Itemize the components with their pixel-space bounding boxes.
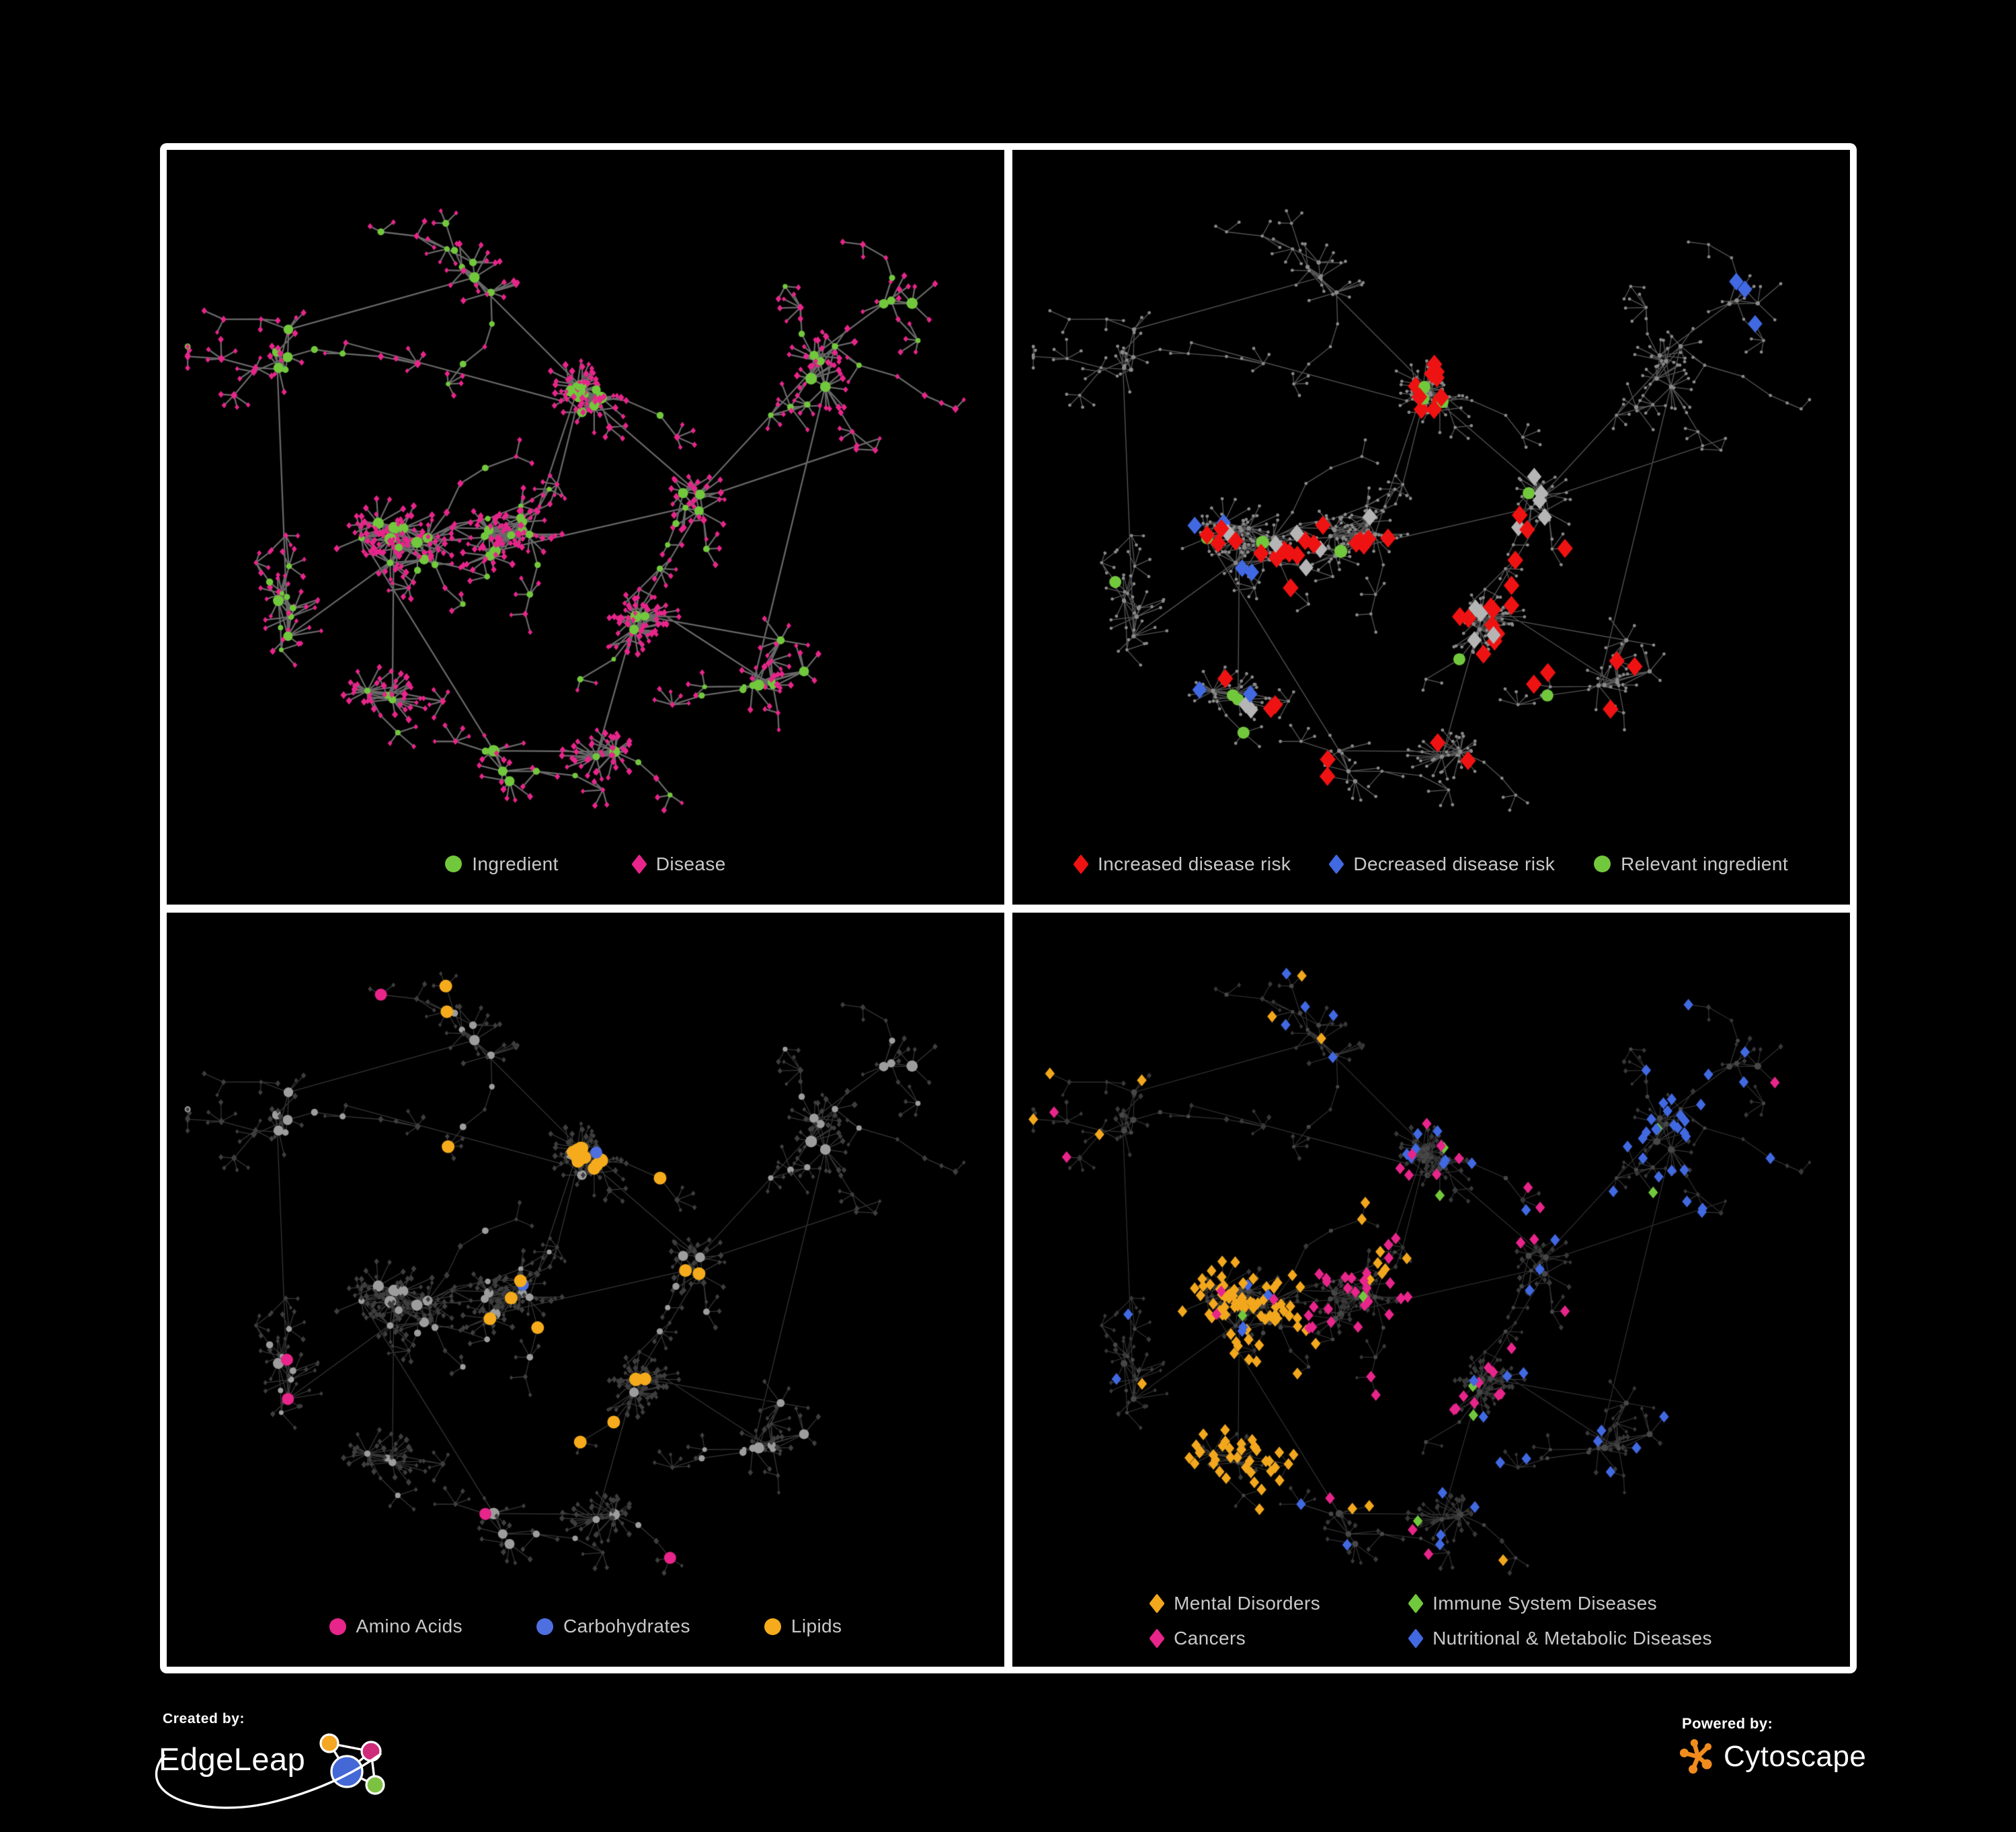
amino-acids-marker-icon (329, 1618, 346, 1635)
edgeleap-logo: Created by: EdgeLeap (155, 1711, 414, 1819)
cytoscape-wordmark: Cytoscape (1724, 1740, 1867, 1773)
legend-label: Cancers (1174, 1628, 1246, 1649)
cytoscape-logo: Powered by: Cytoscape (1679, 1715, 1881, 1796)
legend-item: Lipids (764, 1616, 842, 1637)
legend-label: Lipids (791, 1616, 842, 1636)
nutritional-metabolic-marker-icon (1408, 1628, 1424, 1649)
legend-item: Decreased disease risk (1328, 853, 1556, 875)
figure-frame: Ingredient Disease Increased disease ris… (160, 143, 1857, 1673)
legend-item: Increased disease risk (1073, 853, 1291, 875)
legend-nutrient-classes: Amino Acids Carbohydrates Lipids (167, 1616, 1004, 1637)
legend-label: Mental Disorders (1174, 1593, 1321, 1614)
lipids-marker-icon (764, 1618, 781, 1635)
network-canvas-nutrient-classes (167, 912, 1004, 1667)
legend-disease-classes: Mental Disorders Immune System Diseases … (1149, 1593, 1712, 1649)
legend-label: Immune System Diseases (1433, 1593, 1658, 1614)
edgeleap-network-icon (319, 1733, 385, 1795)
edgeleap-wordmark: EdgeLeap (159, 1741, 306, 1777)
legend-item: Relevant ingredient (1594, 853, 1788, 875)
network-canvas-disease-risk (1012, 150, 1850, 905)
legend-label: Relevant ingredient (1621, 853, 1789, 874)
ingredient-marker-icon (445, 856, 462, 872)
legend-label: Nutritional & Metabolic Diseases (1433, 1628, 1712, 1649)
cytoscape-network-icon (1679, 1739, 1712, 1774)
legend-label: Increased disease risk (1097, 853, 1291, 874)
legend-item: Amino Acids (329, 1616, 462, 1637)
legend-item: Ingredient (445, 853, 559, 875)
carbohydrates-marker-icon (536, 1618, 554, 1635)
created-by-label: Created by: (163, 1711, 245, 1726)
decreased-risk-marker-icon (1328, 853, 1344, 874)
panel-nutrient-classes: Amino Acids Carbohydrates Lipids (167, 912, 1004, 1667)
legend-item: Cancers (1149, 1628, 1409, 1649)
network-canvas-disease-classes (1012, 912, 1850, 1667)
panel-disease-risk: Increased disease risk Decreased disease… (1012, 150, 1850, 905)
legend-label: Disease (655, 853, 726, 874)
legend-item: Carbohydrates (536, 1616, 690, 1637)
cancers-marker-icon (1149, 1628, 1165, 1649)
mental-disorders-marker-icon (1149, 1593, 1165, 1614)
legend-disease-risk: Increased disease risk Decreased disease… (1012, 853, 1850, 875)
panel-disease-classes: Mental Disorders Immune System Diseases … (1012, 912, 1850, 1667)
legend-label: Carbohydrates (563, 1616, 690, 1636)
relevant-ingredient-marker-icon (1594, 856, 1611, 872)
powered-by-label: Powered by: (1682, 1715, 1773, 1732)
network-canvas-ingredients-diseases (167, 150, 1004, 905)
increased-risk-marker-icon (1073, 853, 1089, 874)
legend-label: Amino Acids (356, 1616, 463, 1636)
legend-label: Ingredient (472, 853, 559, 874)
legend-item: Immune System Diseases (1408, 1593, 1712, 1614)
legend-item: Nutritional & Metabolic Diseases (1408, 1628, 1712, 1649)
legend-label: Decreased disease risk (1353, 853, 1556, 874)
panel-ingredients-diseases: Ingredient Disease (167, 150, 1004, 905)
disease-marker-icon (631, 853, 647, 874)
legend-item: Mental Disorders (1149, 1593, 1409, 1614)
legend-ingredients-diseases: Ingredient Disease (167, 853, 1004, 875)
legend-item: Disease (631, 853, 726, 875)
immune-diseases-marker-icon (1408, 1593, 1424, 1614)
